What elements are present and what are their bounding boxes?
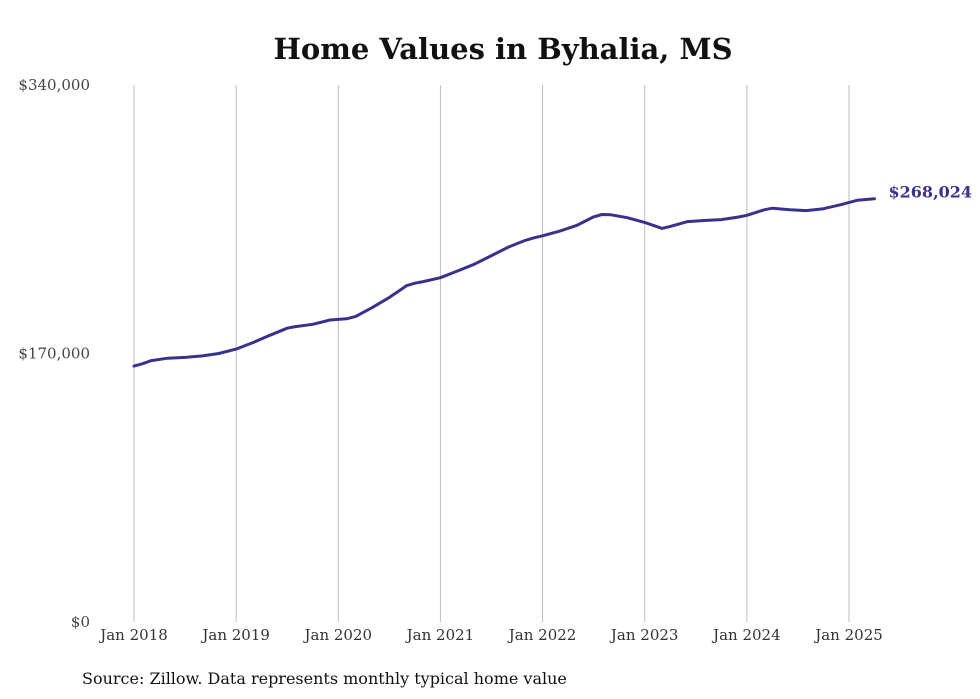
chart-title: Home Values in Byhalia, MS [273, 32, 732, 66]
y-axis-ticks: $0 $170,000 $340,000 [18, 76, 90, 631]
source-note: Source: Zillow. Data represents monthly … [82, 669, 567, 688]
x-tick-label-3: Jan 2021 [405, 626, 475, 644]
x-tick-label-6: Jan 2024 [711, 626, 781, 644]
x-tick-label-4: Jan 2022 [507, 626, 577, 644]
y-tick-label-0: $0 [71, 613, 90, 631]
x-tick-label-2: Jan 2020 [303, 626, 373, 644]
x-tick-label-0: Jan 2018 [98, 626, 168, 644]
series-line [132, 197, 876, 368]
x-tick-label-7: Jan 2025 [813, 626, 883, 644]
end-value-label: $268,024 [889, 183, 973, 202]
x-tick-label-5: Jan 2023 [609, 626, 679, 644]
x-tick-label-1: Jan 2019 [200, 626, 270, 644]
y-tick-label-1: $170,000 [18, 345, 90, 363]
x-axis-ticks: Jan 2018 Jan 2019 Jan 2020 Jan 2021 Jan 2022… [98, 626, 883, 644]
gridlines [133, 85, 850, 622]
y-tick-label-2: $340,000 [18, 76, 90, 94]
